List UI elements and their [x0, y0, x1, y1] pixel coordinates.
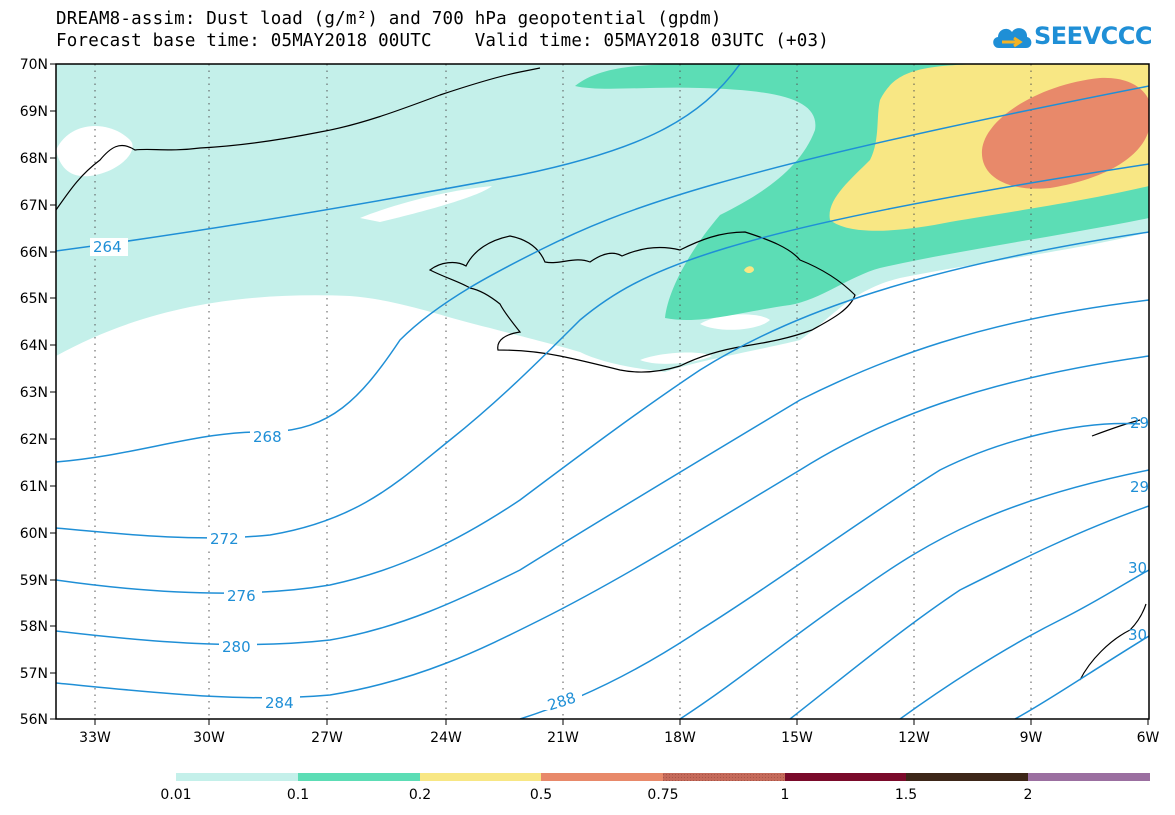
lon-label: 18W [664, 730, 696, 746]
longitude-axis [94, 719, 1149, 725]
latitude-axis [50, 63, 56, 720]
lon-label: 27W [311, 730, 343, 746]
lat-label: 65N [20, 291, 48, 307]
contour-labels: 264 268 272 276 280 284 288 29 29 30 30 [90, 238, 1149, 714]
dust-area-0.5 [981, 77, 1149, 189]
colorbar-tick: 1 [781, 787, 790, 803]
coastlines [56, 67, 1147, 681]
colorbar-swatch [906, 773, 1028, 781]
dust-fields [56, 64, 1149, 372]
colorbar-swatch [663, 773, 785, 781]
colorbar-tick: 0.5 [530, 787, 552, 803]
contour-label: 264 [93, 238, 122, 256]
contour-label: 280 [222, 638, 251, 656]
lat-label: 62N [20, 432, 48, 448]
greenland-coast [56, 67, 541, 211]
lat-label: 64N [20, 338, 48, 354]
longitude-labels: 33W 30W 27W 24W 21W 18W 15W 12W 9W 6W [79, 730, 1159, 746]
lat-label: 61N [20, 479, 48, 495]
contour-label: 276 [227, 587, 256, 605]
lat-label: 56N [20, 712, 48, 728]
colorbar-tick: 0.75 [647, 787, 678, 803]
lat-label: 60N [20, 526, 48, 542]
lat-label: 70N [20, 57, 48, 73]
lon-label: 33W [79, 730, 111, 746]
lat-label: 66N [20, 245, 48, 261]
logo-text: SEEVCCC [1034, 22, 1153, 50]
latitude-labels: 70N 69N 68N 67N 66N 65N 64N 63N 62N 61N … [20, 57, 48, 728]
lon-label: 9W [1020, 730, 1043, 746]
lon-label: 30W [193, 730, 225, 746]
seevccc-logo: SEEVCCC [990, 16, 1153, 58]
lon-label: 12W [898, 730, 930, 746]
contour-label: 272 [210, 530, 239, 548]
chart-subtitle: Forecast base time: 05MAY2018 00UTC Vali… [56, 31, 829, 51]
lat-label: 67N [20, 198, 48, 214]
lat-label: 69N [20, 104, 48, 120]
colorbar [176, 773, 1150, 781]
dust-area-0.2 [744, 266, 754, 273]
clear-area [360, 186, 492, 222]
colorbar-swatch [176, 773, 298, 781]
lon-label: 24W [430, 730, 462, 746]
chart-title: DREAM8-assim: Dust load (g/m²) and 700 h… [56, 9, 722, 29]
norway-coast [1079, 419, 1147, 681]
colorbar-swatch [541, 773, 663, 781]
colorbar-tick: 2 [1024, 787, 1033, 803]
lat-label: 57N [20, 666, 48, 682]
colorbar-swatch [785, 773, 906, 781]
contour-label: 29 [1130, 414, 1149, 432]
clear-area [56, 126, 133, 177]
lat-label: 68N [20, 151, 48, 167]
lon-label: 15W [781, 730, 813, 746]
lat-label: 63N [20, 385, 48, 401]
clear-area [700, 314, 770, 330]
contour-label: 29 [1130, 478, 1149, 496]
colorbar-labels: 0.01 0.1 0.2 0.5 0.75 1 1.5 2 [160, 787, 1032, 803]
contour-label: 30 [1128, 626, 1147, 644]
colorbar-tick: 0.01 [160, 787, 191, 803]
lat-label: 58N [20, 619, 48, 635]
clear-area [640, 352, 712, 364]
colorbar-tick: 0.2 [409, 787, 431, 803]
colorbar-swatch [298, 773, 420, 781]
cloud-icon [993, 28, 1032, 48]
colorbar-swatch [1028, 773, 1150, 781]
lon-label: 6W [1137, 730, 1160, 746]
colorbar-tick: 1.5 [895, 787, 917, 803]
lat-label: 59N [20, 573, 48, 589]
iceland-coast [428, 231, 856, 373]
lon-label: 21W [547, 730, 579, 746]
colorbar-swatch [420, 773, 541, 781]
contour-label: 268 [253, 428, 282, 446]
contour-label: 284 [265, 694, 294, 712]
colorbar-tick: 0.1 [287, 787, 309, 803]
contour-label: 30 [1128, 559, 1147, 577]
